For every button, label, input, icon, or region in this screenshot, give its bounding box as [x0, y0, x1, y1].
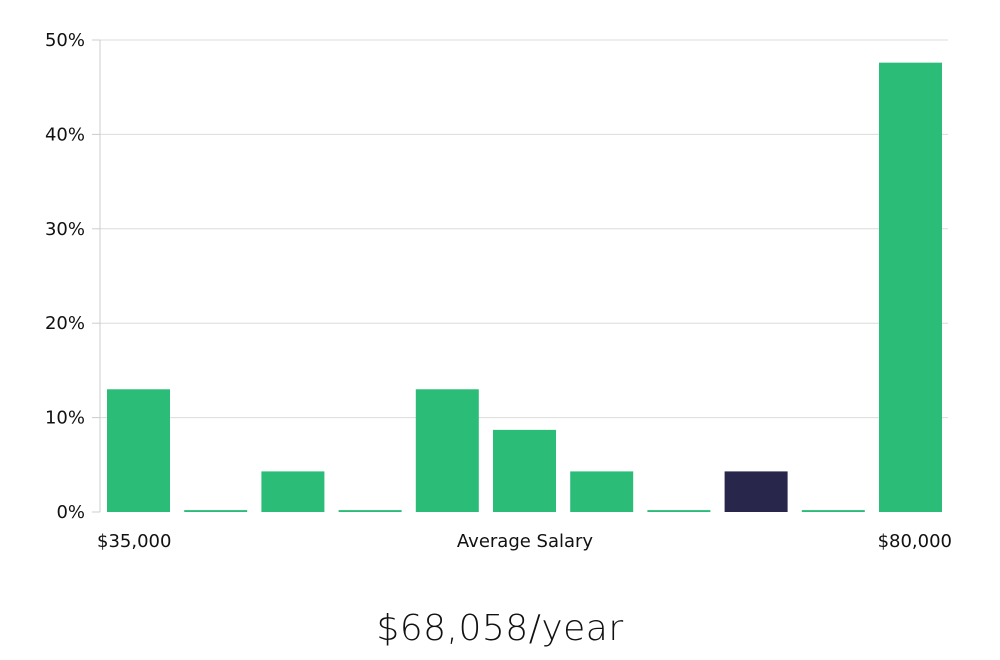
gridlines: [92, 39, 948, 513]
bar: [261, 471, 325, 512]
bars: [107, 62, 942, 512]
y-tick-label: 30%: [45, 219, 85, 240]
y-tick-label: 0%: [56, 502, 85, 523]
salary-histogram-chart: 0% 10% 20% 30% 40% 50% $35,000 Average S…: [45, 30, 952, 552]
bar: [570, 471, 634, 512]
bar: [879, 62, 942, 512]
bar: [493, 429, 556, 512]
bar-highlighted: [724, 471, 788, 512]
average-salary-value: $68,058/year: [376, 608, 624, 649]
x-range-max-label: $80,000: [878, 531, 952, 552]
y-tick-label: 50%: [45, 30, 85, 51]
bar: [184, 510, 248, 512]
bar: [801, 510, 865, 512]
bar: [107, 389, 170, 512]
bar: [338, 510, 402, 512]
y-tick-label: 40%: [45, 124, 85, 145]
y-tick-label: 10%: [45, 408, 85, 429]
bar: [415, 389, 479, 512]
x-range-min-label: $35,000: [97, 531, 171, 552]
y-axis-ticks: 0% 10% 20% 30% 40% 50%: [45, 30, 85, 523]
x-axis-label: Average Salary: [457, 531, 594, 552]
bar: [647, 510, 711, 512]
y-tick-label: 20%: [45, 313, 85, 334]
